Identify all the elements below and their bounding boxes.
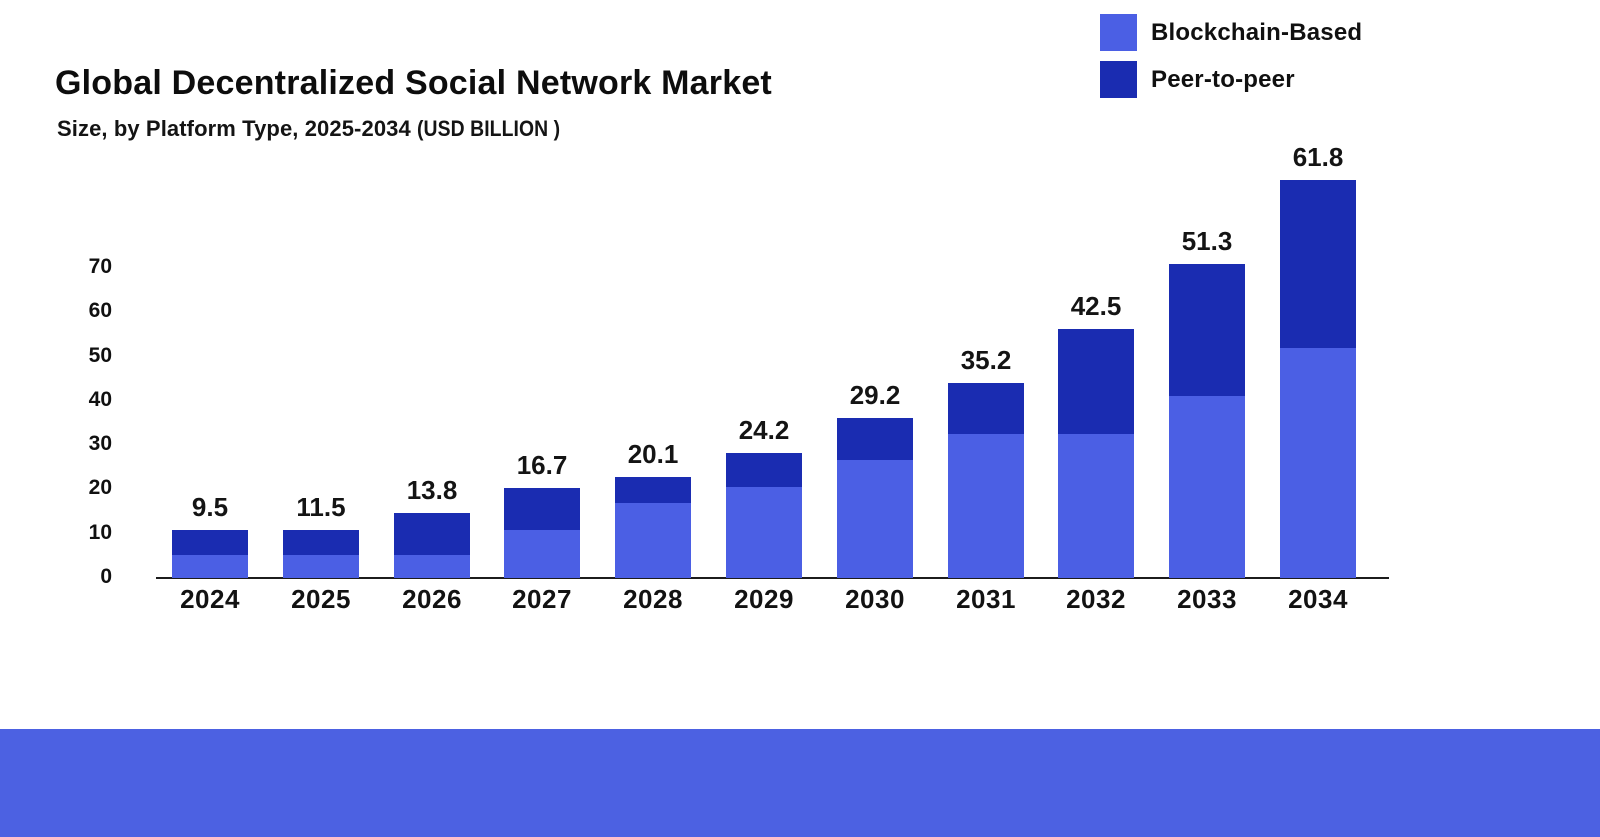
value-label-2024: 9.5 xyxy=(191,492,229,522)
footer-banner: The Market will Grow At the CAGR OF 20.6… xyxy=(0,729,1600,837)
x-tick-2031: 2031 xyxy=(956,584,1016,614)
legend-swatch-peer-to-peer xyxy=(1100,61,1137,98)
chart-legend: Blockchain-Based Peer-to-peer xyxy=(1100,14,1362,108)
value-label-2032: 42.5 xyxy=(1070,291,1122,321)
chart-subtitle-main: Size, by Platform Type, 2025-2034 xyxy=(57,116,411,141)
x-tick-2028: 2028 xyxy=(623,584,683,614)
x-tick-2034: 2034 xyxy=(1288,584,1348,614)
x-tick-2029: 2029 xyxy=(734,584,794,614)
chart-subtitle: Size, by Platform Type, 2025-2034 (USD B… xyxy=(57,116,580,142)
bar-2027 xyxy=(504,488,580,578)
value-label-2029: 24.2 xyxy=(738,415,790,445)
x-tick-2026: 2026 xyxy=(402,584,462,614)
bar-2032-blockchain-based-segment xyxy=(1058,434,1134,578)
value-label-2034: 61.8 xyxy=(1292,142,1344,172)
bar-2028-peer-to-peer-segment xyxy=(615,477,691,503)
legend-item-blockchain-based: Blockchain-Based xyxy=(1100,14,1362,51)
y-tick-60: 60 xyxy=(88,299,112,323)
y-tick-70: 70 xyxy=(88,254,112,278)
bar-2034-blockchain-based-segment xyxy=(1280,348,1356,578)
legend-item-peer-to-peer: Peer-to-peer xyxy=(1100,61,1362,98)
bar-2030 xyxy=(837,418,913,578)
bar-2025-peer-to-peer-segment xyxy=(283,530,359,555)
bar-2033-peer-to-peer-segment xyxy=(1169,264,1245,396)
bar-2030-peer-to-peer-segment xyxy=(837,418,913,460)
y-tick-20: 20 xyxy=(88,476,112,500)
x-tick-2025: 2025 xyxy=(291,584,351,614)
value-label-2031: 35.2 xyxy=(960,345,1012,375)
bar-2024-peer-to-peer-segment xyxy=(172,530,248,555)
bar-2034-peer-to-peer-segment xyxy=(1280,180,1356,348)
bar-2031 xyxy=(948,383,1024,578)
value-label-2028: 20.1 xyxy=(627,439,679,469)
bar-2032 xyxy=(1058,329,1134,578)
bar-2028-blockchain-based-segment xyxy=(615,503,691,578)
page-title: Global Decentralized Social Network Mark… xyxy=(55,64,772,102)
legend-label-peer-to-peer: Peer-to-peer xyxy=(1151,65,1295,93)
x-tick-2032: 2032 xyxy=(1066,584,1126,614)
bar-2029-peer-to-peer-segment xyxy=(726,453,802,487)
bar-2032-peer-to-peer-segment xyxy=(1058,329,1134,434)
bar-2028 xyxy=(615,477,691,578)
y-tick-0: 0 xyxy=(100,565,112,588)
x-tick-2030: 2030 xyxy=(845,584,905,614)
value-label-2033: 51.3 xyxy=(1181,226,1233,256)
legend-label-blockchain-based: Blockchain-Based xyxy=(1151,18,1363,46)
y-tick-10: 10 xyxy=(88,520,112,544)
bar-2030-blockchain-based-segment xyxy=(837,460,913,578)
bar-2031-peer-to-peer-segment xyxy=(948,383,1024,434)
value-label-2026: 13.8 xyxy=(406,475,458,505)
bar-2027-blockchain-based-segment xyxy=(504,530,580,578)
value-label-2025: 11.5 xyxy=(296,492,346,522)
value-label-2030: 29.2 xyxy=(849,380,901,410)
bar-2029 xyxy=(726,453,802,578)
bar-2029-blockchain-based-segment xyxy=(726,487,802,578)
bar-2026-peer-to-peer-segment xyxy=(394,513,470,555)
bar-2033-blockchain-based-segment xyxy=(1169,396,1245,578)
y-tick-50: 50 xyxy=(88,343,112,367)
legend-swatch-blockchain-based xyxy=(1100,14,1137,51)
bar-2033 xyxy=(1169,264,1245,578)
y-tick-30: 30 xyxy=(88,432,112,456)
bar-2034 xyxy=(1280,180,1356,578)
bar-2025 xyxy=(283,530,359,578)
x-tick-2033: 2033 xyxy=(1177,584,1237,614)
bar-2024 xyxy=(172,530,248,578)
x-tick-2027: 2027 xyxy=(512,584,572,614)
bar-2031-blockchain-based-segment xyxy=(948,434,1024,578)
bar-2026 xyxy=(394,513,470,578)
x-axis-line xyxy=(156,577,1389,579)
x-tick-2024: 2024 xyxy=(180,584,240,614)
chart-subtitle-unit: (USD BILLION ) xyxy=(417,116,561,141)
bar-2024-blockchain-based-segment xyxy=(172,555,248,578)
value-label-2027: 16.7 xyxy=(516,450,568,480)
bar-2025-blockchain-based-segment xyxy=(283,555,359,578)
y-tick-40: 40 xyxy=(88,387,112,411)
bar-2026-blockchain-based-segment xyxy=(394,555,470,578)
bar-2027-peer-to-peer-segment xyxy=(504,488,580,530)
